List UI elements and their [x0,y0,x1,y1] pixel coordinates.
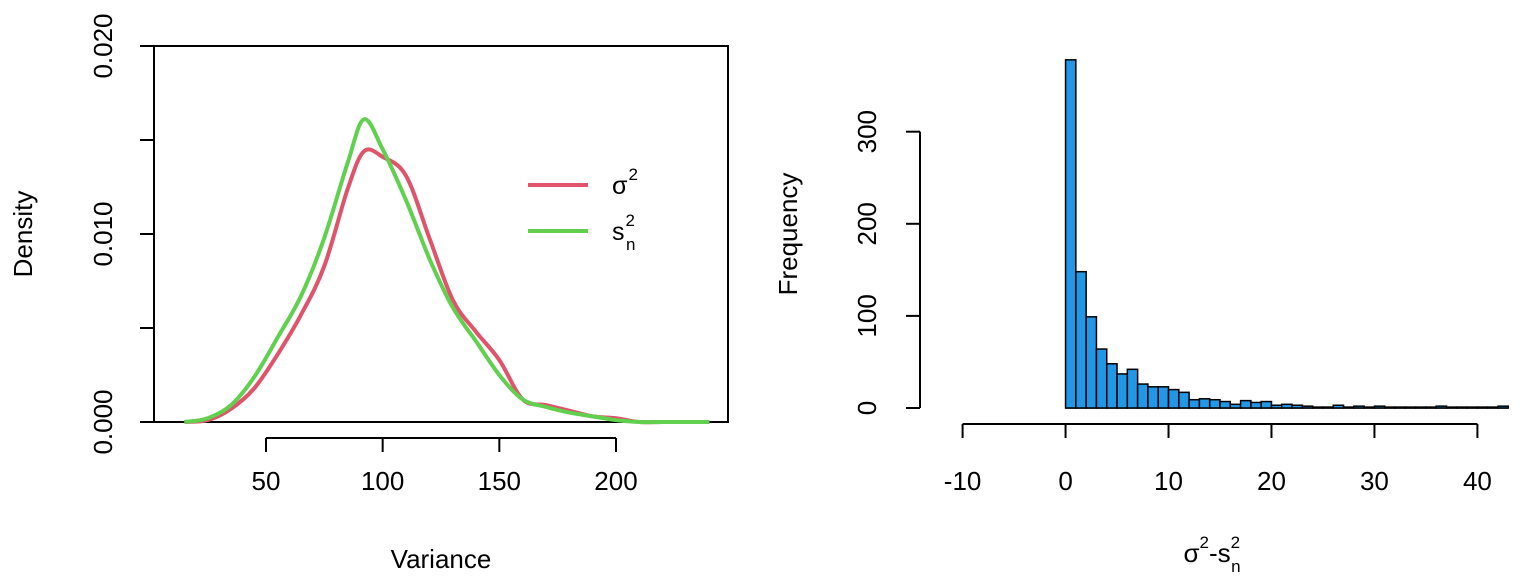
legend-label-1: s2 n [612,211,635,254]
density-x-tick-label: 100 [361,466,404,496]
histogram-x-title-subscript: n [1231,557,1240,576]
histogram-y-axis-title: Frequency [773,173,803,296]
histogram-bar [1198,398,1211,409]
histogram-y-axis: 0 100 200 300 [852,110,921,415]
histogram-bar [1466,406,1479,409]
histogram-bar [1353,405,1365,409]
histogram-bar [1116,373,1129,409]
histogram-bar [1301,405,1314,409]
density-x-axis-title: Variance [391,544,492,574]
legend-label-superscript: 2 [626,211,635,230]
histogram-bar [1147,386,1159,409]
histogram-bar [1497,405,1510,409]
histogram-bar [1373,405,1386,409]
density-y-tick-label: 0.010 [88,201,118,266]
histogram-bar [1363,406,1376,409]
density-y-tick-label: 0.020 [88,13,118,78]
density-plot-panel: 50 100 150 200 0.000 0.010 0.020 Variance Den… [8,13,729,574]
legend-label-subscript: n [626,235,635,254]
histogram-bar [1383,406,1396,409]
histogram-x-axis-title: σ2-s2 n [1183,533,1240,576]
histogram-x-axis: -10 0 10 20 30 40 [944,423,1492,496]
histogram-x-tick-label: 40 [1463,466,1492,496]
histogram-bar [1404,406,1417,409]
histogram-bar [1435,405,1448,409]
histogram-bar [1486,406,1499,409]
histogram-bars [1064,59,1510,409]
density-x-axis: 50 100 150 200 [252,437,638,496]
density-curves [183,117,710,425]
histogram-bar [1136,383,1149,409]
density-y-axis: 0.000 0.010 0.020 [88,13,155,455]
histogram-bar [1322,406,1335,409]
density-plot-frame [153,45,729,423]
histogram-bar [1291,404,1304,409]
histogram-x-axis-title-text: σ2-s2 n [1183,533,1240,576]
histogram-bar [1167,388,1180,409]
density-x-tick-label: 200 [594,466,637,496]
histogram-bar [1394,406,1407,409]
histogram-bar [1239,399,1252,409]
histogram-x-tick-label: 20 [1257,466,1286,496]
histogram-y-tick-label: 0 [852,401,882,415]
density-y-tick-label: 0.000 [88,389,118,454]
histogram-bar [1445,406,1458,409]
histogram-bar [1260,400,1273,409]
histogram-x-title-sigma: σ [1183,538,1199,568]
histogram-x-tick-label: 0 [1058,466,1072,496]
histogram-bar [1095,348,1108,409]
histogram-bar [1311,406,1324,409]
density-series-line-0 [184,147,710,425]
histogram-bar [1188,398,1201,409]
histogram-bar [1208,398,1221,409]
histogram-y-tick-label: 200 [852,202,882,245]
histogram-bar [1270,404,1283,409]
density-series-line-1 [183,117,710,425]
density-x-tick-label: 50 [252,466,281,496]
histogram-x-title-separator: -s [1209,538,1231,568]
histogram-x-tick-label: 30 [1360,466,1389,496]
histogram-x-tick-label: 10 [1154,466,1183,496]
histogram-bar [1229,403,1242,409]
density-y-axis-title: Density [8,191,38,278]
histogram-y-tick-label: 100 [852,294,882,337]
histogram-x-tick-label: -10 [944,466,982,496]
histogram-x-title-superscript: 2 [1231,533,1240,552]
histogram-bar [1126,368,1139,409]
histogram-bar [1219,400,1232,409]
legend-label-superscript: 2 [628,165,637,184]
histogram-y-tick-label: 300 [852,110,882,153]
legend-label-0: σ2 [612,165,638,200]
histogram-bar [1075,270,1087,409]
histogram-bar [1332,404,1345,409]
histogram-bar [1105,363,1118,409]
histogram-bar [1250,401,1262,409]
density-x-tick-label: 150 [478,466,521,496]
histogram-x-title-superscript: 2 [1199,533,1208,552]
histogram-bar [1414,406,1427,409]
histogram-bar [1157,386,1170,409]
histogram-bar [1476,406,1489,409]
histogram-bar [1342,406,1355,409]
histogram-bar [1456,406,1468,409]
histogram-bar [1281,403,1293,409]
histogram-bar [1178,391,1190,409]
histogram-bar [1425,406,1437,409]
histogram-bar [1085,316,1098,409]
histogram-bar [1064,59,1077,409]
